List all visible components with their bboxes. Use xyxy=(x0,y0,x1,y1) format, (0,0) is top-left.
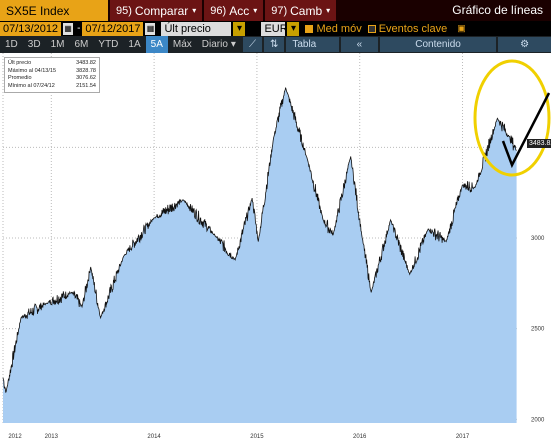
compare-label: Comparar xyxy=(134,3,189,18)
annotation-circle xyxy=(473,59,551,177)
chevron-down-icon: ▾ xyxy=(192,6,197,15)
legend-avg-value: 3076.62 xyxy=(76,75,96,81)
legend-max: Máximo al 04/13/15 3828.78 xyxy=(8,68,96,76)
acc-shortcut: 96) xyxy=(210,4,227,17)
currency-select[interactable]: EUR xyxy=(261,21,288,36)
start-date-field[interactable]: 07/13/2012 xyxy=(0,21,62,36)
chevron-down-icon: ▾ xyxy=(326,6,331,15)
y-tick-label: 3000 xyxy=(531,236,545,242)
frequency-select[interactable]: Diario ▾ xyxy=(197,36,241,53)
x-tick-label: 2012 xyxy=(8,434,22,440)
compare-shortcut: 95) xyxy=(116,4,132,17)
content-button[interactable]: Contenido xyxy=(379,37,497,52)
date-separator: - xyxy=(77,23,81,34)
chevron-down-icon: ▾ xyxy=(230,39,236,50)
period-tab-1d[interactable]: 1D xyxy=(5,39,18,50)
period-tab-1m[interactable]: 1M xyxy=(50,39,65,50)
settings-icon[interactable]: ▣ xyxy=(457,23,466,33)
legend-min-value: 2151.54 xyxy=(76,82,96,89)
gear-icon[interactable]: ⚙ xyxy=(498,37,551,52)
collapse-icon[interactable]: « xyxy=(341,37,378,52)
period-tab-1a[interactable]: 1A xyxy=(128,39,141,50)
camb-button[interactable]: 97) Camb ▾ xyxy=(265,0,337,21)
acc-button[interactable]: 96) Acc ▾ xyxy=(204,0,264,21)
period-tab-5a[interactable]: 5A xyxy=(145,36,168,53)
legend-last: Últ precio 3483.82 xyxy=(8,60,96,68)
x-tick-label: 2015 xyxy=(250,434,264,440)
price-field-select[interactable]: Últ precio xyxy=(161,21,232,36)
x-tick-label: 2014 xyxy=(147,434,161,440)
legend-last-label: Últ precio xyxy=(8,60,32,66)
calendar-icon[interactable]: ▦ xyxy=(63,22,74,35)
camb-shortcut: 97) xyxy=(271,4,288,17)
period-tab-3d[interactable]: 3D xyxy=(27,39,41,50)
legend-max-label: Máximo al 04/13/15 xyxy=(8,67,56,74)
eventos-checkbox[interactable] xyxy=(367,24,376,33)
legend-last-value: 3483.82 xyxy=(76,60,96,66)
x-tick-label: 2016 xyxy=(353,434,367,440)
top-toolbar: SX5E Index 95) Comparar ▾ 96) Acc ▾ 97) Camb ▾… xyxy=(0,0,551,21)
y-tick-label: 2500 xyxy=(531,327,545,333)
sort-icon[interactable]: ⇅ xyxy=(263,37,285,52)
end-date-field[interactable]: 07/12/2017 xyxy=(82,21,144,36)
med-mov-checkbox[interactable] xyxy=(305,24,314,33)
price-chart[interactable]: 2000 2500 3000 2012 2013 2014 2015 2016 2017 xyxy=(0,53,551,444)
period-tab-máx[interactable]: Máx xyxy=(172,39,192,50)
window-title: Gráfico de líneas xyxy=(452,3,543,17)
x-tick-label: 2017 xyxy=(456,434,470,440)
camb-label: Camb xyxy=(290,3,323,18)
compare-button[interactable]: 95) Comparar ▾ xyxy=(110,0,203,21)
chart-legend: Últ precio 3483.82 Máximo al 04/13/15 3828… xyxy=(4,57,100,93)
chevron-down-icon[interactable]: ▾ xyxy=(287,21,300,36)
range-toolbar: 07/13/2012 ▦ - 07/12/2017 ▦ Últ precio ▾… xyxy=(0,21,551,36)
chevron-down-icon: ▾ xyxy=(253,6,258,15)
table-button[interactable]: Tabla xyxy=(286,37,340,52)
period-toolbar: 1D 3D 1M 6M YTD 1A 5A Máx Diario ▾ ⟋ ⇅ Tabla « C… xyxy=(0,36,551,53)
acc-label: Acc xyxy=(229,3,250,18)
x-tick-label: 2013 xyxy=(45,434,59,440)
calendar-icon[interactable]: ▦ xyxy=(145,22,156,35)
price-line xyxy=(2,87,517,393)
legend-avg: Promedio 3076.62 xyxy=(8,75,96,83)
legend-max-value: 3828.78 xyxy=(76,67,96,74)
period-tabs: 1D 3D 1M 6M YTD 1A 5A Máx xyxy=(0,36,197,53)
line-chart-icon[interactable]: ⟋ xyxy=(242,37,262,52)
legend-avg-label: Promedio xyxy=(8,75,32,81)
legend-min: Mínimo al 07/24/12 2151.54 xyxy=(8,83,96,91)
chevron-down-icon[interactable]: ▾ xyxy=(233,21,246,36)
eventos-label: Eventos clave xyxy=(378,22,448,35)
period-tab-ytd[interactable]: YTD xyxy=(98,39,119,50)
ticker-field[interactable]: SX5E Index xyxy=(0,0,108,21)
annotation-checkmark xyxy=(501,92,551,169)
y-tick-label: 2000 xyxy=(531,417,545,423)
period-tab-6m[interactable]: 6M xyxy=(74,39,89,50)
legend-min-label: Mínimo al 07/24/12 xyxy=(8,82,55,89)
frequency-label: Diario xyxy=(201,39,228,50)
last-price-tag: 3483.82 xyxy=(527,139,551,148)
price-area xyxy=(3,87,517,423)
med-mov-label: Med móv xyxy=(316,22,362,35)
